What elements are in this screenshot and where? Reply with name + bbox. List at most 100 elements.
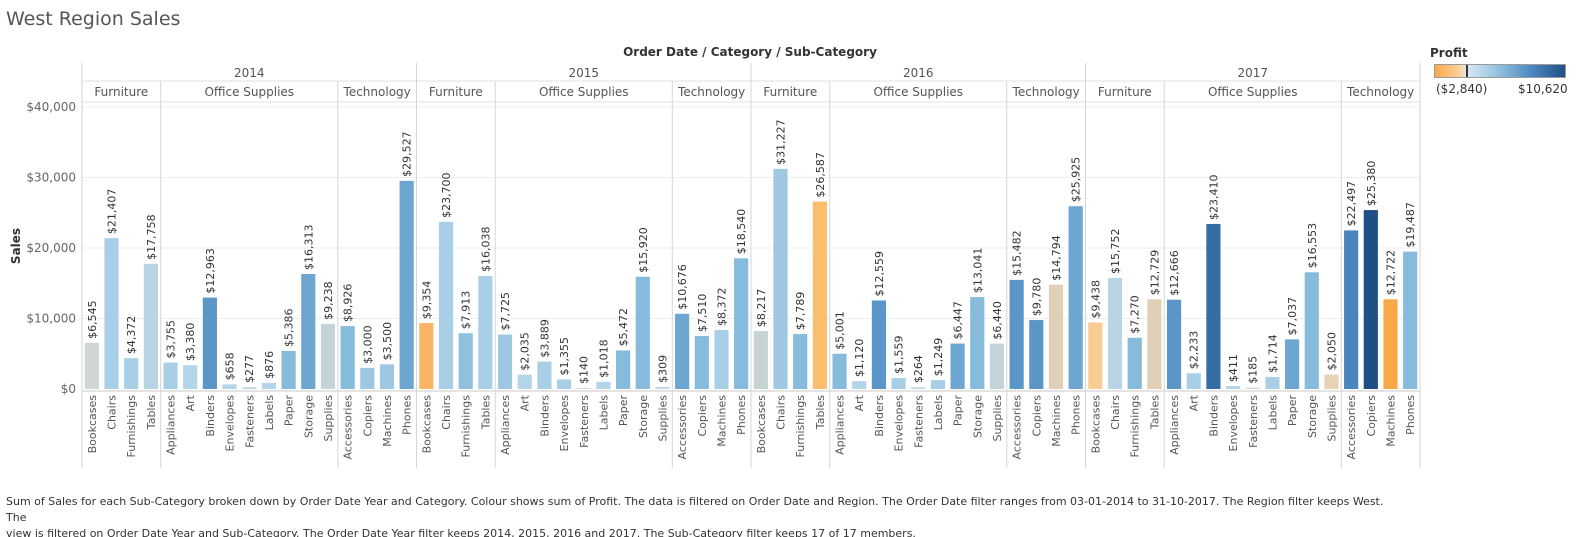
bar[interactable] xyxy=(1344,230,1359,389)
bar-value-label: $8,926 xyxy=(342,284,355,323)
bar[interactable] xyxy=(1285,339,1300,389)
bar-value-label: $1,355 xyxy=(558,337,571,376)
bar[interactable] xyxy=(419,323,434,389)
bar[interactable] xyxy=(655,386,670,389)
bar[interactable] xyxy=(1383,299,1398,389)
bar-value-label: $2,035 xyxy=(519,332,532,371)
bar-value-label: $6,545 xyxy=(86,300,99,339)
bar[interactable] xyxy=(360,367,375,389)
x-tick-label: Paper xyxy=(1286,395,1299,427)
category-header: Technology xyxy=(677,85,745,99)
bar[interactable] xyxy=(675,313,690,389)
profit-legend[interactable]: Profit ($2,840) $10,620 xyxy=(1430,46,1570,106)
bar[interactable] xyxy=(84,342,99,389)
bar[interactable] xyxy=(970,297,985,389)
caption-line-2: view is filtered on Order Date Year and … xyxy=(6,527,916,537)
bar[interactable] xyxy=(163,362,178,389)
bar-value-label: $29,527 xyxy=(401,131,414,177)
bar[interactable] xyxy=(340,326,355,389)
bar[interactable] xyxy=(517,374,532,389)
bar[interactable] xyxy=(911,387,926,389)
bar[interactable] xyxy=(1107,277,1123,389)
bar[interactable] xyxy=(793,334,808,389)
bar[interactable] xyxy=(261,382,277,389)
bar[interactable] xyxy=(320,323,336,389)
bar[interactable] xyxy=(438,221,454,389)
bar[interactable] xyxy=(478,275,493,389)
bar-value-label: $15,482 xyxy=(1011,230,1024,276)
bar[interactable] xyxy=(1029,320,1044,389)
bar[interactable] xyxy=(871,300,886,389)
x-tick-label: Appliances xyxy=(1168,395,1181,455)
bar[interactable] xyxy=(1265,376,1280,389)
bar[interactable] xyxy=(891,378,906,389)
bar[interactable] xyxy=(1403,251,1418,389)
bar-value-label: $9,438 xyxy=(1089,280,1102,319)
bar[interactable] xyxy=(734,258,749,389)
bars[interactable] xyxy=(84,168,1418,389)
page-title: West Region Sales xyxy=(6,8,181,30)
bar-value-label: $12,559 xyxy=(873,251,886,297)
bar[interactable] xyxy=(694,336,709,389)
x-tick-label: Furnishings xyxy=(1129,395,1142,458)
bar[interactable] xyxy=(1363,210,1378,389)
bar[interactable] xyxy=(616,350,631,389)
bar[interactable] xyxy=(596,381,611,389)
year-header: 2014 xyxy=(234,66,265,80)
bar[interactable] xyxy=(104,238,119,389)
caption-line-1: Sum of Sales for each Sub-Category broke… xyxy=(6,495,1384,524)
bar[interactable] xyxy=(635,276,650,389)
category-header: Office Supplies xyxy=(204,85,294,99)
year-header: 2015 xyxy=(568,66,599,80)
bar[interactable] xyxy=(497,334,513,389)
bar[interactable] xyxy=(399,180,414,389)
bar[interactable] xyxy=(458,333,473,389)
x-tick-label: Envelopes xyxy=(558,395,571,452)
bar[interactable] xyxy=(832,353,847,389)
x-tick-label: Supplies xyxy=(656,395,669,442)
bar[interactable] xyxy=(1127,337,1142,389)
bar[interactable] xyxy=(242,387,257,389)
bar[interactable] xyxy=(852,381,867,389)
bar[interactable] xyxy=(576,388,591,389)
bar[interactable] xyxy=(930,380,946,389)
bar-value-label: $140 xyxy=(578,356,591,384)
y-tick-label: $40,000 xyxy=(26,100,76,114)
bar[interactable] xyxy=(753,331,768,389)
bar[interactable] xyxy=(124,358,139,389)
bar-value-label: $21,407 xyxy=(106,189,119,235)
category-header: Technology xyxy=(343,85,411,99)
bar[interactable] xyxy=(281,351,296,389)
bar[interactable] xyxy=(301,273,316,389)
bar[interactable] xyxy=(1009,279,1024,389)
bar-value-label: $6,447 xyxy=(952,301,965,340)
bar[interactable] xyxy=(1088,322,1103,389)
bar[interactable] xyxy=(1304,272,1319,389)
bar[interactable] xyxy=(950,343,965,389)
x-tick-label: Chairs xyxy=(775,395,788,430)
bar[interactable] xyxy=(1068,206,1083,389)
bar[interactable] xyxy=(1186,373,1201,389)
bar[interactable] xyxy=(222,384,237,389)
bar[interactable] xyxy=(183,365,198,389)
bar[interactable] xyxy=(1206,223,1221,389)
bar-value-label: $7,913 xyxy=(460,291,473,330)
legend-color-ramp[interactable] xyxy=(1434,64,1566,78)
bar[interactable] xyxy=(773,168,788,389)
bar[interactable] xyxy=(1147,299,1162,389)
x-tick-label: Binders xyxy=(873,395,886,437)
bar[interactable] xyxy=(537,361,552,389)
bar[interactable] xyxy=(1245,387,1260,389)
bar[interactable] xyxy=(556,379,572,389)
bar[interactable] xyxy=(379,364,395,389)
bar[interactable] xyxy=(989,343,1005,389)
bar[interactable] xyxy=(1166,299,1182,389)
bar[interactable] xyxy=(1225,386,1241,389)
bar[interactable] xyxy=(143,263,158,389)
bar[interactable] xyxy=(714,329,729,389)
bar[interactable] xyxy=(202,297,217,389)
bar[interactable] xyxy=(812,201,827,389)
bar[interactable] xyxy=(1324,374,1339,389)
bar[interactable] xyxy=(1048,284,1064,389)
